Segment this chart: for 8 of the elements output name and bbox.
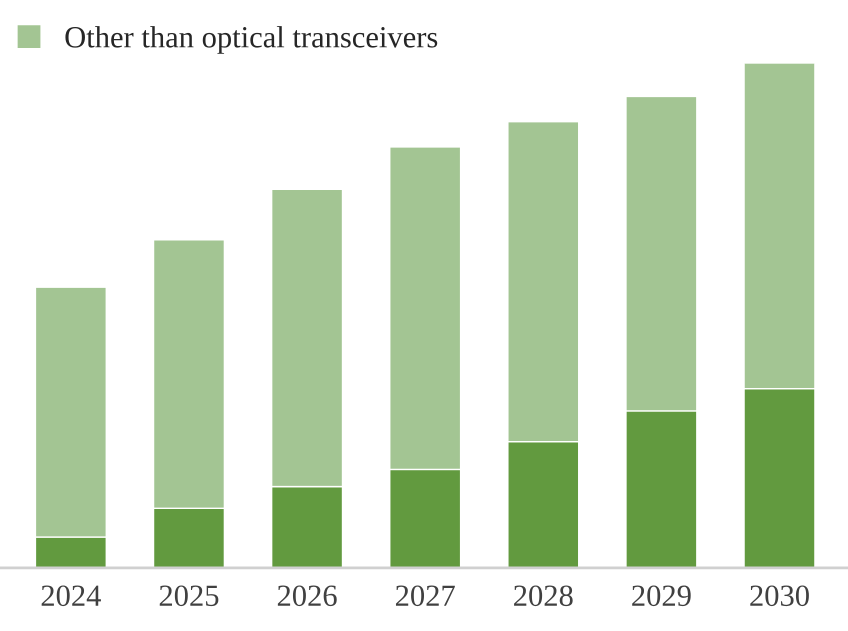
x-tick-label: 2026 [278, 585, 337, 606]
x-tick-label: 2029 [632, 585, 691, 606]
x-tick-label: 2025 [160, 585, 218, 606]
x-tick-label: 2028 [514, 585, 573, 606]
x-tick-label: 2024 [42, 585, 101, 606]
x-tick-label: 2027 [396, 585, 455, 606]
x-tick-label: 2030 [750, 585, 809, 606]
legend-label: Other than optical transceivers [65, 26, 438, 54]
